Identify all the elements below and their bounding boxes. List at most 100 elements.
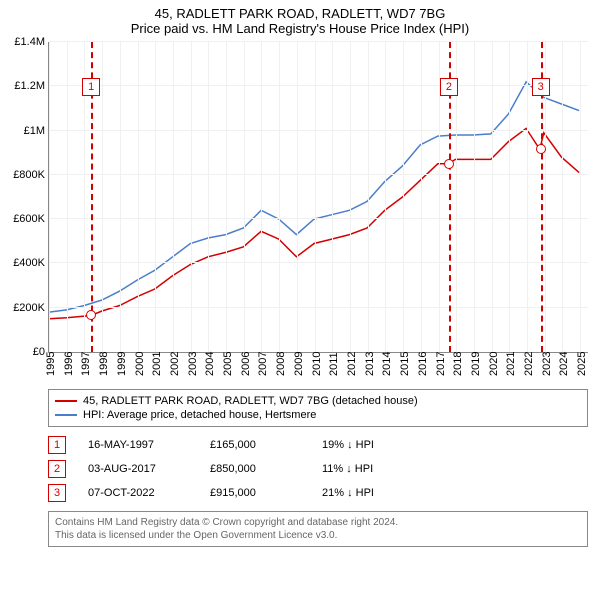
sale-marker-badge: 3	[532, 78, 550, 96]
y-gridline	[49, 130, 588, 131]
y-axis-label: £400K	[13, 257, 49, 269]
sales-table: 1 16-MAY-1997 £165,000 19% ↓ HPI 2 03-AUG-201…	[48, 433, 588, 505]
sale-marker-dot	[536, 144, 546, 154]
x-gridline	[492, 42, 493, 352]
x-gridline	[350, 42, 351, 352]
x-gridline	[385, 42, 386, 352]
legend-label: 45, RADLETT PARK ROAD, RADLETT, WD7 7BG …	[83, 395, 418, 407]
x-axis-label: 2009	[293, 352, 305, 376]
x-gridline	[226, 42, 227, 352]
x-gridline	[102, 42, 103, 352]
legend-item: 45, RADLETT PARK ROAD, RADLETT, WD7 7BG …	[55, 394, 581, 408]
x-gridline	[173, 42, 174, 352]
x-axis-label: 2012	[346, 352, 358, 376]
x-axis-label: 1996	[63, 352, 75, 376]
title-address: 45, RADLETT PARK ROAD, RADLETT, WD7 7BG	[0, 6, 600, 21]
x-gridline	[155, 42, 156, 352]
chart-lines	[49, 42, 588, 352]
footer-line1: Contains HM Land Registry data © Crown c…	[55, 516, 581, 529]
y-gridline	[49, 85, 588, 86]
x-axis-label: 2015	[399, 352, 411, 376]
sale-price: £850,000	[210, 463, 300, 475]
y-axis-label: £800K	[13, 169, 49, 181]
x-axis-label: 1998	[98, 352, 110, 376]
x-axis-label: 2014	[381, 352, 393, 376]
sale-index-badge: 3	[48, 484, 66, 502]
x-axis-label: 1999	[116, 352, 128, 376]
sale-vs-hpi: 19% ↓ HPI	[322, 439, 422, 451]
x-gridline	[509, 42, 510, 352]
y-axis-label: £1.4M	[14, 36, 49, 48]
x-axis-label: 2003	[187, 352, 199, 376]
x-axis-label: 2016	[417, 352, 429, 376]
y-gridline	[49, 41, 588, 42]
x-axis-label: 2001	[151, 352, 163, 376]
sale-marker-badge: 1	[82, 78, 100, 96]
x-axis-label: 2022	[523, 352, 535, 376]
sale-row: 1 16-MAY-1997 £165,000 19% ↓ HPI	[48, 433, 588, 457]
footer-line2: This data is licensed under the Open Gov…	[55, 529, 581, 542]
sale-marker-dot	[444, 159, 454, 169]
x-gridline	[368, 42, 369, 352]
x-axis-label: 2004	[204, 352, 216, 376]
x-gridline	[244, 42, 245, 352]
x-gridline	[474, 42, 475, 352]
x-axis-label: 2011	[328, 352, 340, 376]
x-gridline	[120, 42, 121, 352]
x-gridline	[49, 42, 50, 352]
y-gridline	[49, 307, 588, 308]
x-gridline	[562, 42, 563, 352]
y-gridline	[49, 174, 588, 175]
y-axis-label: £600K	[13, 213, 49, 225]
sale-marker-badge: 2	[440, 78, 458, 96]
x-gridline	[315, 42, 316, 352]
x-axis-label: 2006	[240, 352, 252, 376]
x-axis-label: 2007	[257, 352, 269, 376]
x-gridline	[208, 42, 209, 352]
x-axis-label: 2023	[541, 352, 553, 376]
x-axis-label: 2013	[364, 352, 376, 376]
x-gridline	[138, 42, 139, 352]
sale-date: 03-AUG-2017	[88, 463, 188, 475]
x-axis-label: 1997	[80, 352, 92, 376]
x-axis-label: 2024	[558, 352, 570, 376]
sale-row: 307-OCT-2022£915,00021% ↓ HPI	[48, 481, 588, 505]
x-axis-label: 2019	[470, 352, 482, 376]
y-axis-label: £1.2M	[14, 80, 49, 92]
sale-index-badge: 1	[48, 436, 66, 454]
x-gridline	[527, 42, 528, 352]
chart-container: 45, RADLETT PARK ROAD, RADLETT, WD7 7BG …	[0, 6, 600, 596]
x-gridline	[279, 42, 280, 352]
x-gridline	[580, 42, 581, 352]
x-axis-label: 2018	[452, 352, 464, 376]
sale-price: £165,000	[210, 439, 300, 451]
chart-plot-area: £0£200K£400K£600K£800K£1M£1.2M£1.4M19951…	[48, 42, 588, 353]
y-axis-label: £1M	[24, 125, 49, 137]
footer-attribution: Contains HM Land Registry data © Crown c…	[48, 511, 588, 547]
x-axis-label: 2020	[488, 352, 500, 376]
x-axis-label: 2010	[311, 352, 323, 376]
legend-box: 45, RADLETT PARK ROAD, RADLETT, WD7 7BG …	[48, 389, 588, 427]
x-axis-label: 2002	[169, 352, 181, 376]
x-axis-label: 2025	[576, 352, 588, 376]
sale-marker-dot	[86, 310, 96, 320]
sale-index-badge: 2	[48, 460, 66, 478]
sale-date: 07-OCT-2022	[88, 487, 188, 499]
title-subtitle: Price paid vs. HM Land Registry's House …	[0, 21, 600, 36]
x-gridline	[261, 42, 262, 352]
x-axis-label: 2008	[275, 352, 287, 376]
legend-swatch	[55, 400, 77, 402]
sale-price: £915,000	[210, 487, 300, 499]
y-gridline	[49, 218, 588, 219]
x-axis-label: 2000	[134, 352, 146, 376]
sale-date: 16-MAY-1997	[88, 439, 188, 451]
y-axis-label: £200K	[13, 302, 49, 314]
legend-label: HPI: Average price, detached house, Hert…	[83, 409, 316, 421]
legend-swatch	[55, 414, 77, 416]
x-gridline	[332, 42, 333, 352]
legend-item: HPI: Average price, detached house, Hert…	[55, 408, 581, 422]
x-gridline	[421, 42, 422, 352]
x-gridline	[297, 42, 298, 352]
x-axis-label: 2005	[222, 352, 234, 376]
sale-vs-hpi: 11% ↓ HPI	[322, 463, 422, 475]
